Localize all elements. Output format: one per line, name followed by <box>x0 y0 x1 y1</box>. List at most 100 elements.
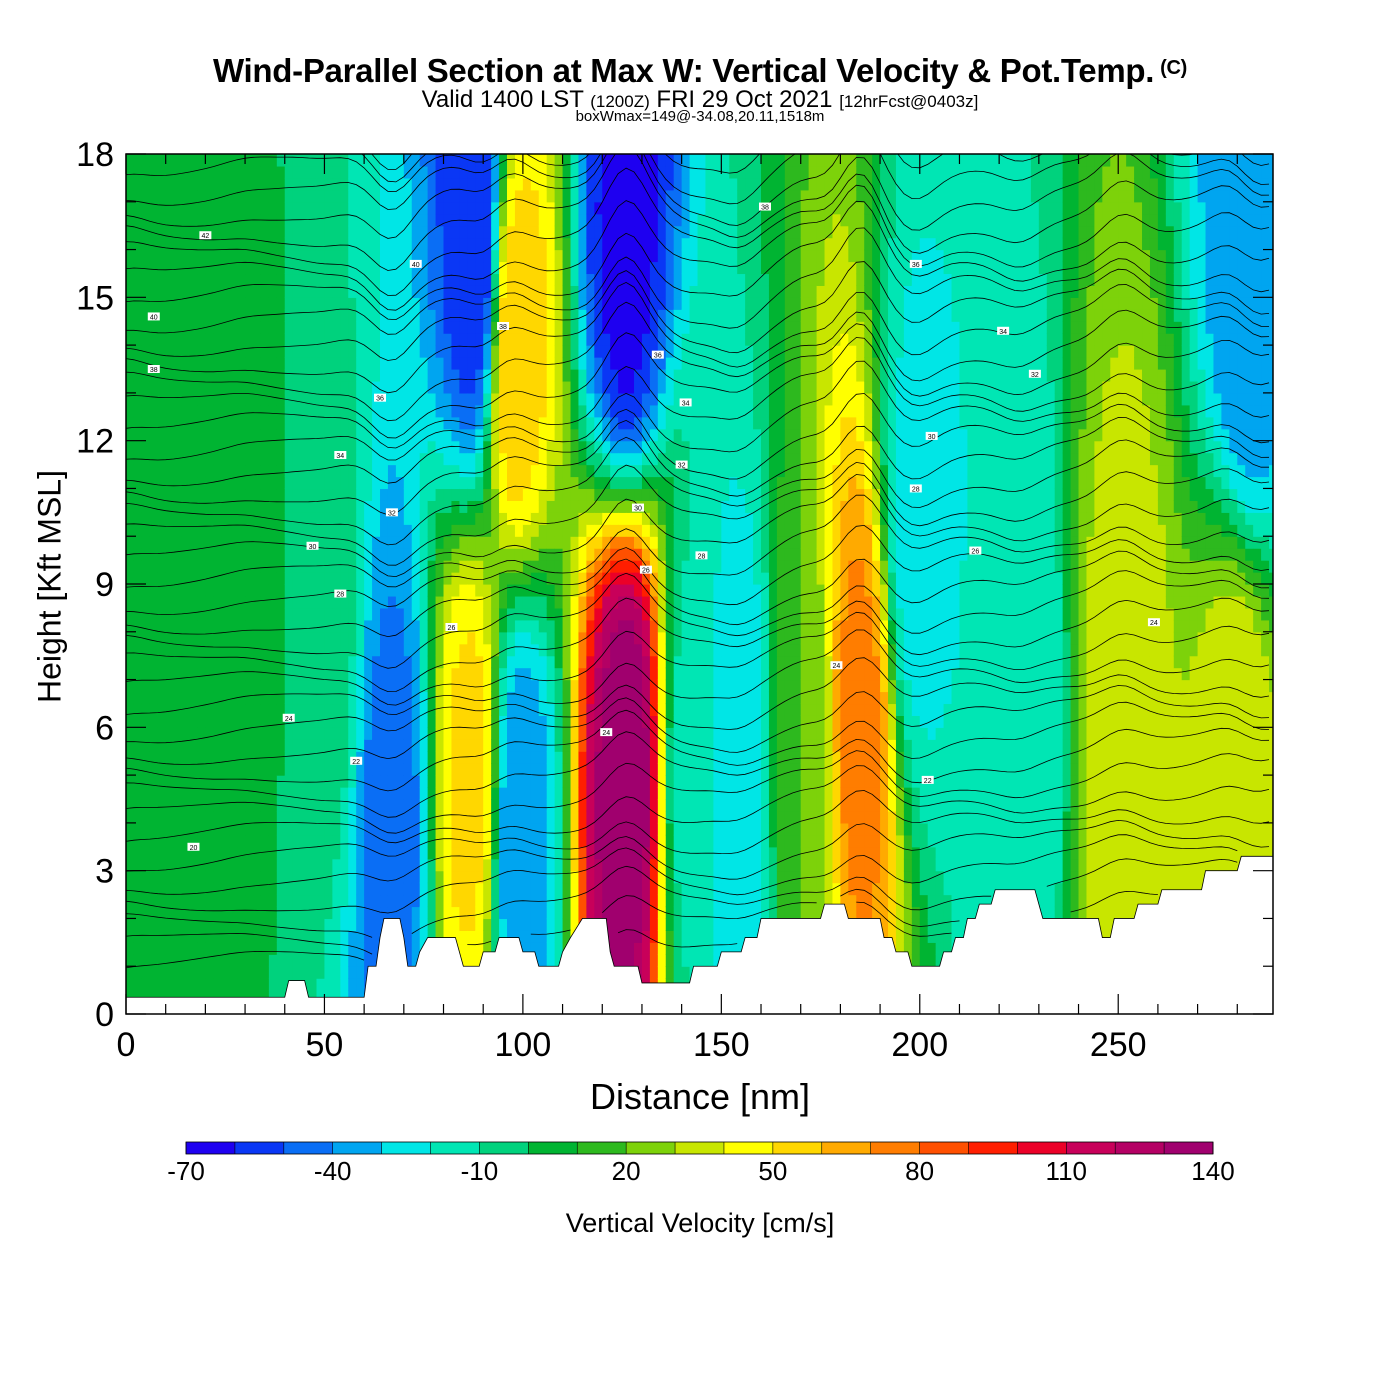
velocity-cell <box>665 966 675 979</box>
velocity-cell <box>602 560 611 573</box>
velocity-cell <box>499 810 508 824</box>
velocity-cell <box>459 201 468 215</box>
velocity-cell <box>372 882 381 896</box>
velocity-cell <box>491 739 500 752</box>
velocity-cell <box>133 595 143 609</box>
velocity-cell <box>316 631 326 645</box>
velocity-cell <box>673 799 683 812</box>
velocity-cell <box>364 548 373 561</box>
velocity-cell <box>665 273 675 286</box>
velocity-cell <box>570 834 580 848</box>
velocity-cell <box>268 165 278 179</box>
velocity-cell <box>268 261 278 275</box>
velocity-cell <box>133 165 143 179</box>
velocity-cell <box>284 942 294 955</box>
velocity-cell <box>276 787 286 800</box>
velocity-cell <box>364 189 373 203</box>
velocity-cell <box>348 787 357 800</box>
velocity-cell <box>403 548 413 561</box>
velocity-cell <box>284 822 294 836</box>
velocity-cell <box>411 273 421 286</box>
velocity-cell <box>268 870 278 884</box>
velocity-cell <box>356 619 365 633</box>
velocity-cell <box>276 572 286 585</box>
velocity-cell <box>411 404 421 418</box>
velocity-cell <box>657 488 667 501</box>
velocity-cell <box>419 225 429 239</box>
velocity-cell <box>245 154 254 167</box>
velocity-cell <box>340 595 349 609</box>
velocity-cell <box>364 643 373 657</box>
velocity-cell <box>324 978 333 991</box>
velocity-cell <box>181 858 191 872</box>
velocity-cell <box>403 643 413 657</box>
velocity-cell <box>641 679 651 693</box>
velocity-cell <box>364 321 373 334</box>
velocity-cell <box>340 679 349 693</box>
velocity-cell <box>332 942 341 955</box>
velocity-cell <box>229 918 238 931</box>
velocity-cell <box>308 739 318 752</box>
velocity-cell <box>522 643 532 657</box>
velocity-cell <box>435 189 445 203</box>
velocity-cell <box>348 691 357 705</box>
velocity-cell <box>435 261 445 275</box>
velocity-cell <box>149 727 159 740</box>
velocity-cell <box>229 595 238 609</box>
velocity-cell <box>149 273 159 286</box>
velocity-cell <box>141 882 151 896</box>
velocity-cell <box>403 846 413 860</box>
velocity-cell <box>165 321 175 334</box>
velocity-cell <box>284 488 294 501</box>
velocity-cell <box>657 572 667 585</box>
velocity-cell <box>260 321 270 334</box>
velocity-cell <box>316 834 326 848</box>
velocity-cell <box>626 858 635 872</box>
velocity-cell <box>570 165 580 179</box>
velocity-cell <box>348 392 357 406</box>
velocity-cell <box>665 643 675 657</box>
velocity-cell <box>586 703 595 716</box>
velocity-cell <box>308 667 318 681</box>
velocity-cell <box>189 595 199 609</box>
velocity-cell <box>332 404 341 418</box>
velocity-cell <box>276 404 286 418</box>
velocity-cell <box>276 870 286 884</box>
velocity-cell <box>189 619 199 633</box>
velocity-cell <box>649 440 659 454</box>
velocity-cell <box>356 154 365 167</box>
velocity-cell <box>197 500 206 513</box>
velocity-cell <box>586 548 595 561</box>
velocity-cell <box>237 810 246 824</box>
velocity-cell <box>602 619 611 633</box>
velocity-cell <box>395 189 405 203</box>
velocity-cell <box>300 512 310 525</box>
velocity-cell <box>165 966 175 979</box>
velocity-cell <box>340 882 349 896</box>
velocity-cell <box>364 201 373 215</box>
velocity-cell <box>657 512 667 525</box>
velocity-cell <box>491 440 500 454</box>
velocity-cell <box>300 751 310 764</box>
velocity-cell <box>562 739 572 752</box>
velocity-cell <box>173 595 183 609</box>
velocity-cell <box>649 500 659 513</box>
velocity-cell <box>308 918 318 931</box>
velocity-cell <box>419 369 429 382</box>
velocity-cell <box>245 524 254 537</box>
velocity-cell <box>165 261 175 275</box>
velocity-cell <box>475 464 484 478</box>
velocity-cell <box>237 595 246 609</box>
velocity-cell <box>419 416 429 430</box>
velocity-cell <box>522 177 532 191</box>
velocity-cell <box>141 715 151 728</box>
velocity-cell <box>626 488 635 501</box>
velocity-cell <box>165 751 175 764</box>
velocity-cell <box>578 882 587 896</box>
velocity-cell <box>554 572 564 585</box>
velocity-cell <box>610 930 619 943</box>
velocity-cell <box>483 237 492 251</box>
velocity-cell <box>221 631 230 645</box>
velocity-cell <box>157 213 167 227</box>
velocity-cell <box>284 619 294 633</box>
